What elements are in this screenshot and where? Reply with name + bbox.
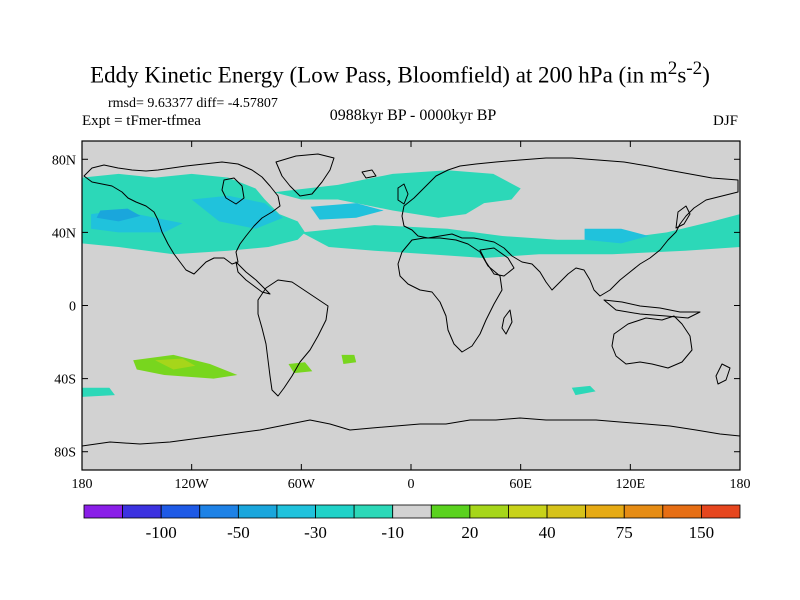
title-superscript-1: 2 — [667, 58, 678, 79]
coastline-central-america — [235, 261, 271, 295]
title-unit-s: s — [677, 62, 687, 88]
coastline-north-america — [83, 161, 281, 275]
colorbar-box — [623, 504, 664, 519]
region-nh-north-america-blue — [191, 195, 284, 229]
colorbar-box — [237, 504, 278, 519]
coastline-new-zealand — [715, 363, 731, 385]
region-sh-pacific-lime — [155, 358, 196, 370]
colorbar-box — [83, 504, 123, 519]
x-tick-label: 60W — [288, 477, 316, 492]
region-nh-storm-band-atlantic — [273, 170, 521, 218]
colorbar-label: -100 — [146, 523, 177, 542]
title-superscript-2: -2 — [686, 58, 703, 79]
region-nh-storm-band-pacific — [82, 173, 305, 255]
colorbar-box — [585, 504, 625, 519]
y-tick-label: 40N — [52, 226, 76, 241]
colorbar-box — [469, 504, 509, 519]
x-tick-label: 120E — [616, 477, 646, 492]
y-tick-label: 0 — [69, 300, 76, 315]
colorbar-label: 150 — [689, 523, 715, 542]
colorbar-box — [353, 504, 394, 519]
colorbar-box — [199, 504, 239, 519]
coastline-uk — [397, 183, 409, 205]
colorbar-label: 20 — [461, 523, 478, 542]
season-label: DJF — [712, 113, 738, 129]
x-tick-label: 0 — [408, 477, 415, 492]
y-tick-label: 40S — [54, 373, 76, 388]
coastline-iceland — [361, 169, 377, 179]
region-nh-asia-blue — [584, 228, 649, 244]
y-tick-label: 80S — [54, 446, 76, 461]
x-tick-label: 180 — [730, 477, 751, 492]
region-sh-atlantic-green — [288, 362, 313, 374]
title-close-paren: ) — [702, 62, 710, 88]
coastline-indonesia — [603, 299, 701, 319]
colorbar-box — [662, 504, 702, 519]
colorbar-label: 40 — [539, 523, 556, 542]
colorbar-box — [430, 504, 471, 519]
colorbar-label: -10 — [381, 523, 404, 542]
x-tick-label: 60E — [509, 477, 532, 492]
region-sh-south-atlantic-green — [341, 354, 357, 364]
colorbar-label: -50 — [227, 523, 250, 542]
colorbar-box — [701, 504, 741, 519]
colorbar-box — [276, 504, 316, 519]
x-tick-label: 180 — [72, 477, 93, 492]
title-text: Eddy Kinetic Energy (Low Pass, Bloomfiel… — [90, 62, 668, 88]
colorbar-box — [508, 504, 548, 519]
colorbar-box — [122, 504, 162, 519]
colorbar-label: 75 — [616, 523, 633, 542]
colorbar-box — [160, 504, 201, 519]
region-nh-storm-band-eurasia — [301, 214, 740, 258]
colorbar-box — [392, 504, 432, 519]
region-sh-teal-patch-east — [571, 385, 596, 396]
x-tick-label: 120W — [175, 477, 210, 492]
stats-text: rmsd= 9.63377 diff= -4.57807 — [108, 96, 278, 111]
coastline-south-america — [257, 279, 329, 397]
coastline-madagascar — [501, 309, 513, 335]
coastline-australia — [611, 315, 693, 369]
coastline-arabia — [479, 247, 515, 277]
y-tick-label: 80N — [52, 153, 76, 168]
coastline-greenland — [275, 153, 335, 197]
coastlines — [82, 153, 740, 447]
coastline-antarctica — [82, 417, 740, 447]
coastline-africa — [397, 237, 503, 353]
experiment-label: Expt = tFmer-tfmea — [82, 113, 201, 129]
region-nh-atlantic-blue — [310, 203, 384, 220]
coastline-japan — [675, 205, 691, 229]
period-label: 0988kyr BP - 0000kyr BP — [329, 107, 497, 124]
coastline-hudson-bay — [221, 177, 245, 205]
chart-title: Eddy Kinetic Energy (Low Pass, Bloomfiel… — [0, 58, 800, 89]
anomaly-regions — [82, 170, 740, 397]
colorbar-box — [315, 504, 355, 519]
region-nh-aleutian-core — [96, 208, 141, 222]
region-sh-teal-patch-west — [82, 387, 115, 397]
colorbar-box — [546, 504, 587, 519]
axes: 180 120W 60W 0 60E 120E 180 80N 40N 0 40S 80S — [52, 141, 751, 492]
coastline-eurasia — [401, 157, 739, 297]
colorbar: -100 -50 -30 -10 20 40 75 150 — [83, 504, 741, 542]
colorbar-label: -30 — [304, 523, 327, 542]
